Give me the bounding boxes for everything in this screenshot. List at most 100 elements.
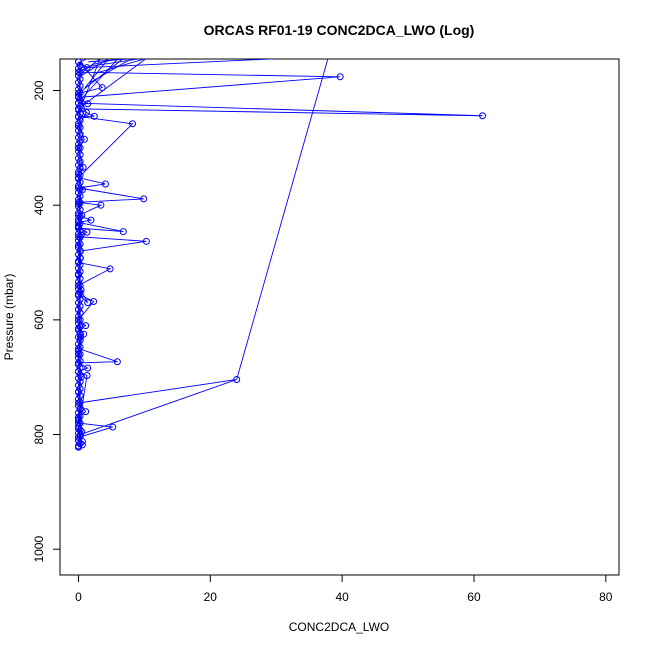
data-point — [76, 392, 84, 400]
y-tick-label: 800 — [32, 424, 46, 444]
data-point — [76, 82, 84, 90]
data-point — [129, 120, 137, 128]
data-point — [74, 212, 82, 220]
data-point — [74, 299, 82, 307]
data-point — [479, 112, 487, 120]
data-point — [83, 228, 91, 236]
series-segment — [84, 59, 109, 88]
data-point — [74, 144, 82, 152]
data-point — [76, 192, 84, 200]
data-point — [74, 202, 82, 210]
data-point — [76, 426, 84, 434]
data-point — [76, 357, 84, 365]
data-point — [336, 73, 344, 81]
data-point — [74, 79, 82, 87]
data-point — [74, 154, 82, 162]
plot-frame — [59, 58, 620, 576]
data-point — [80, 135, 88, 143]
data-point — [76, 343, 84, 351]
data-point — [74, 122, 82, 130]
data-point — [74, 120, 82, 128]
x-tick-label: 60 — [467, 590, 481, 604]
y-tick-label: 600 — [32, 310, 46, 330]
data-point — [78, 428, 86, 436]
data-point — [76, 378, 84, 386]
data-point — [97, 201, 105, 209]
data-point — [76, 309, 84, 317]
data-point — [74, 195, 82, 203]
data-point — [74, 388, 82, 396]
data-point — [78, 437, 86, 445]
data-point — [74, 278, 82, 286]
y-axis-label: Pressure (mbar) — [2, 274, 16, 361]
data-point — [98, 84, 106, 92]
series-segment — [95, 59, 146, 74]
data-point — [76, 151, 84, 159]
data-point — [74, 350, 82, 358]
series-segment — [82, 59, 101, 73]
data-point — [74, 222, 82, 230]
data-point — [82, 108, 90, 116]
chart-title: ORCAS RF01-19 CONC2DCA_LWO (Log) — [204, 22, 475, 38]
data-point — [74, 443, 82, 451]
data-point — [74, 354, 82, 362]
series-segment — [80, 59, 119, 100]
series-line — [76, 61, 483, 448]
data-point — [74, 270, 82, 278]
y-tick-label: 1000 — [32, 536, 46, 563]
data-point — [76, 333, 84, 341]
data-point — [101, 180, 109, 188]
data-point — [74, 241, 82, 249]
data-point — [74, 89, 82, 97]
data-point — [74, 68, 82, 76]
data-point — [74, 140, 82, 148]
data-point — [76, 123, 84, 131]
data-point — [76, 61, 84, 69]
data-point — [74, 251, 82, 259]
data-point — [84, 364, 92, 372]
data-point — [113, 358, 121, 366]
data-point — [74, 237, 82, 245]
data-point — [76, 137, 84, 145]
data-point — [74, 395, 82, 403]
x-axis-label: CONC2DCA_LWO — [289, 620, 389, 634]
data-point — [76, 75, 84, 83]
data-point — [74, 174, 82, 182]
data-point — [74, 184, 82, 192]
data-point — [74, 170, 82, 178]
series-segment — [87, 59, 280, 69]
y-tick-label: 200 — [32, 80, 46, 100]
series-segment — [78, 59, 124, 94]
data-point — [76, 254, 84, 262]
x-tick-label: 40 — [335, 590, 349, 604]
series-segment — [88, 59, 135, 63]
data-point — [74, 244, 82, 252]
data-point — [76, 337, 84, 345]
data-point — [74, 347, 82, 355]
data-point — [77, 373, 85, 381]
data-point — [83, 64, 91, 72]
series-segment — [80, 59, 88, 63]
data-point — [82, 408, 90, 416]
data-point — [77, 286, 85, 294]
data-point — [82, 322, 90, 330]
data-point — [74, 93, 82, 101]
data-point — [119, 228, 127, 236]
data-point — [76, 130, 84, 138]
data-point — [74, 259, 82, 267]
data-point — [78, 186, 86, 194]
data-point — [74, 359, 82, 367]
data-point — [74, 85, 82, 93]
data-point — [74, 319, 82, 327]
plot-area — [74, 59, 487, 451]
data-point — [79, 163, 87, 171]
data-point — [74, 127, 82, 135]
y-tick-label: 400 — [32, 195, 46, 215]
data-point — [140, 195, 148, 203]
data-point — [78, 441, 86, 449]
data-point — [74, 182, 82, 190]
data-point — [142, 237, 150, 245]
data-point — [74, 416, 82, 424]
data-point — [74, 72, 82, 80]
data-point — [78, 212, 86, 220]
